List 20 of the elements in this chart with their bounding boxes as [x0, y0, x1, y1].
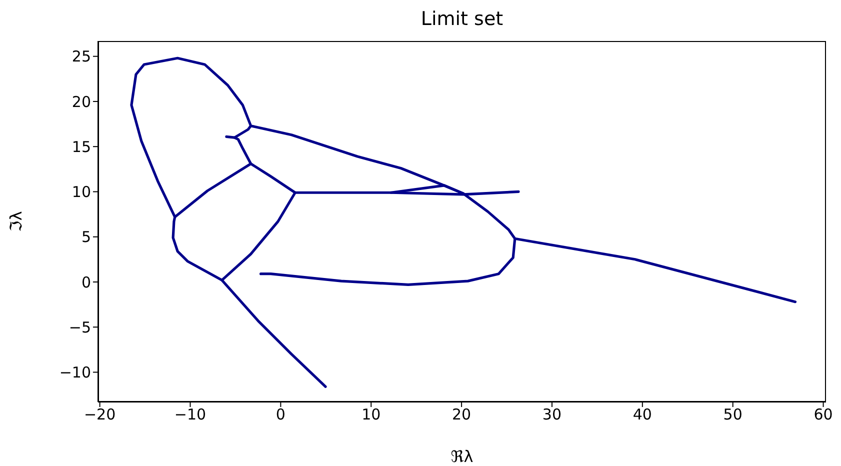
x-axis-title: ℜλ	[450, 447, 474, 466]
x-tick-label: 40	[632, 406, 652, 424]
x-tick-label: −20	[84, 406, 116, 424]
x-tick-label: 50	[723, 406, 742, 424]
y-tick-label: −10	[59, 364, 91, 382]
y-tick-label: 0	[81, 273, 91, 292]
x-tick-label: 60	[814, 406, 833, 424]
y-tick-label: 15	[72, 138, 91, 156]
x-tick-label: −10	[174, 406, 206, 424]
x-tick-label: 20	[452, 406, 472, 424]
y-tick-label: −5	[68, 318, 91, 336]
x-tick-label: 30	[542, 406, 562, 424]
y-tick-label: 20	[72, 92, 91, 111]
x-tick-label: 10	[362, 406, 381, 424]
chart-title: Limit set	[420, 8, 504, 30]
y-tick-label: 5	[81, 228, 91, 246]
y-axis-title: ℑλ	[6, 211, 26, 232]
y-tick-label: 10	[72, 183, 91, 202]
y-tick-label: 25	[72, 48, 91, 66]
x-tick-label: 0	[276, 406, 286, 424]
